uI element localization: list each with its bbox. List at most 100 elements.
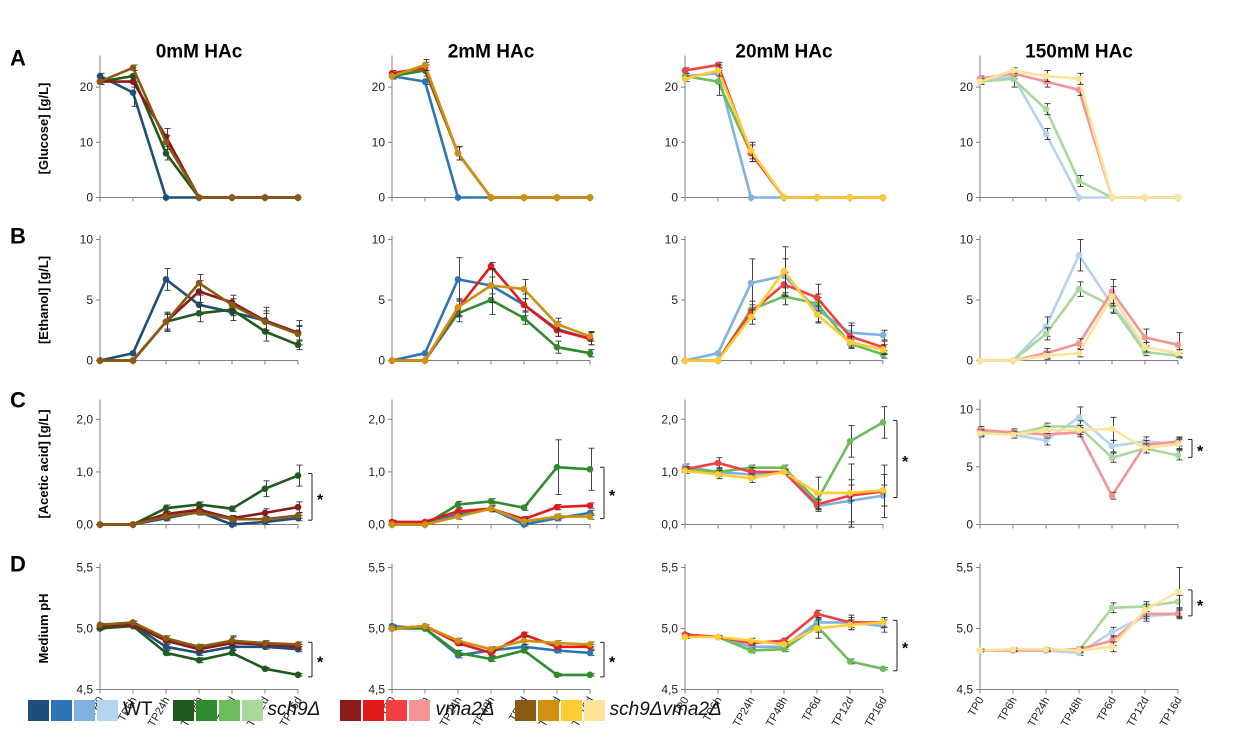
y-tick-label: 5,5 bbox=[368, 561, 385, 575]
data-point-sch9 bbox=[1075, 177, 1083, 185]
data-point-sch9-vma2 bbox=[1108, 194, 1116, 201]
data-point-sch9-vma2 bbox=[487, 282, 495, 289]
legend: WT sch9Δ vma2Δ sch9Δvma2Δ bbox=[28, 696, 742, 724]
y-tick-label: 5 bbox=[966, 293, 973, 307]
data-point-sch9-vma2 bbox=[261, 515, 269, 523]
row-letter-c: C bbox=[10, 388, 26, 413]
legend-label-sch9: sch9Δ bbox=[267, 699, 321, 720]
panel-c-2: 0,0 1,0 2,0 * bbox=[368, 399, 616, 532]
data-point-vma2 bbox=[813, 501, 821, 508]
x-tick-label: TP6d bbox=[800, 695, 824, 724]
x-tick-label: TP6d bbox=[1095, 695, 1119, 724]
row-ylabel-b: [Ethanol] [g/L] bbox=[36, 256, 51, 344]
y-tick-label: 4,5 bbox=[368, 683, 385, 697]
column-title-3: 20mM HAc bbox=[735, 42, 833, 63]
data-point-sch9-vma2 bbox=[294, 330, 302, 338]
y-tick-label: 20 bbox=[80, 80, 94, 94]
data-point-wt bbox=[162, 276, 170, 283]
y-tick-label: 0 bbox=[378, 354, 385, 368]
data-point-sch9-vma2 bbox=[96, 78, 104, 85]
data-point-sch9 bbox=[879, 419, 887, 426]
panel-a-2: 0 10 20 bbox=[372, 55, 594, 205]
y-tick-label: 0 bbox=[671, 354, 678, 368]
data-point-sch9-vma2 bbox=[388, 72, 396, 80]
data-point-wt bbox=[1108, 442, 1116, 450]
data-point-vma2 bbox=[813, 610, 821, 618]
data-point-sch9 bbox=[1075, 285, 1083, 293]
significance-star: * bbox=[609, 655, 616, 672]
data-point-sch9 bbox=[586, 349, 594, 357]
data-point-sch9-vma2 bbox=[1141, 343, 1149, 351]
data-point-sch9-vma2 bbox=[421, 622, 429, 630]
y-tick-label: 20 bbox=[372, 80, 386, 94]
data-point-sch9-vma2 bbox=[454, 150, 462, 157]
data-point-vma2 bbox=[1108, 492, 1116, 499]
data-point-sch9 bbox=[846, 438, 854, 445]
data-point-sch9-vma2 bbox=[813, 489, 821, 497]
series-line-wt bbox=[684, 274, 884, 362]
data-point-vma2 bbox=[586, 502, 594, 509]
data-point-sch9-vma2 bbox=[129, 357, 137, 364]
data-point-sch9 bbox=[553, 463, 561, 471]
data-point-wt bbox=[162, 194, 170, 201]
data-point-sch9-vma2 bbox=[454, 637, 462, 644]
data-point-sch9-vma2 bbox=[879, 619, 887, 626]
row-letter-d: D bbox=[10, 552, 26, 577]
data-point-sch9-vma2 bbox=[879, 346, 887, 353]
data-point-sch9-vma2 bbox=[520, 518, 528, 525]
data-point-vma2 bbox=[520, 631, 528, 638]
data-point-sch9-vma2 bbox=[195, 279, 203, 287]
data-point-sch9 bbox=[294, 472, 302, 479]
significance-star: * bbox=[609, 488, 616, 505]
series-line-sch9 bbox=[684, 421, 884, 503]
data-point-sch9-vma2 bbox=[714, 633, 722, 641]
y-tick-label: 0,0 bbox=[661, 518, 678, 532]
series-line-wt bbox=[684, 71, 883, 199]
y-tick-label: 2,0 bbox=[368, 412, 385, 426]
data-point-sch9 bbox=[846, 658, 854, 665]
y-tick-label: 0,0 bbox=[76, 518, 93, 532]
data-point-wt bbox=[228, 521, 236, 528]
legend-swatch bbox=[172, 699, 194, 721]
data-point-sch9 bbox=[747, 647, 755, 654]
data-point-sch9-vma2 bbox=[813, 311, 821, 318]
significance-star: * bbox=[317, 655, 324, 672]
data-point-sch9-vma2 bbox=[1174, 588, 1182, 596]
series-line-sch9 bbox=[685, 295, 884, 362]
legend-swatch bbox=[218, 699, 240, 721]
y-tick-label: 0 bbox=[86, 354, 93, 368]
y-tick-label: 5,0 bbox=[956, 622, 973, 636]
data-point-sch9-vma2 bbox=[96, 357, 104, 364]
data-point-wt bbox=[421, 78, 429, 85]
significance-star: * bbox=[902, 641, 909, 658]
data-point-sch9 bbox=[1108, 604, 1116, 612]
data-point-wt bbox=[747, 279, 755, 287]
panel-a-4: 0 10 20 bbox=[960, 55, 1182, 205]
data-point-sch9-vma2 bbox=[520, 194, 528, 201]
data-point-sch9-vma2 bbox=[487, 505, 495, 513]
series-line-sch9-vma2 bbox=[99, 66, 298, 199]
data-point-sch9-vma2 bbox=[1174, 440, 1182, 448]
data-point-sch9-vma2 bbox=[553, 320, 561, 328]
data-point-sch9-vma2 bbox=[1075, 75, 1083, 83]
data-point-sch9-vma2 bbox=[261, 639, 269, 647]
data-point-sch9-vma2 bbox=[1042, 645, 1050, 653]
data-point-sch9-vma2 bbox=[261, 194, 269, 201]
data-point-sch9-vma2 bbox=[1075, 426, 1083, 434]
data-point-sch9 bbox=[261, 328, 269, 335]
series-line-vma2 bbox=[392, 264, 591, 362]
data-point-sch9-vma2 bbox=[681, 467, 689, 475]
data-point-vma2 bbox=[294, 503, 302, 511]
y-tick-label: 5 bbox=[966, 460, 973, 474]
data-point-sch9-vma2 bbox=[553, 194, 561, 201]
data-point-sch9-vma2 bbox=[388, 625, 396, 632]
data-point-sch9 bbox=[228, 505, 236, 513]
data-point-sch9 bbox=[714, 78, 722, 85]
data-point-sch9-vma2 bbox=[714, 67, 722, 74]
data-point-sch9-vma2 bbox=[228, 515, 236, 523]
data-point-sch9 bbox=[1174, 598, 1182, 605]
legend-swatch bbox=[409, 699, 431, 721]
data-point-sch9 bbox=[553, 343, 561, 351]
data-point-sch9 bbox=[454, 501, 462, 508]
legend-entry-vma2: vma2Δ bbox=[340, 699, 495, 721]
